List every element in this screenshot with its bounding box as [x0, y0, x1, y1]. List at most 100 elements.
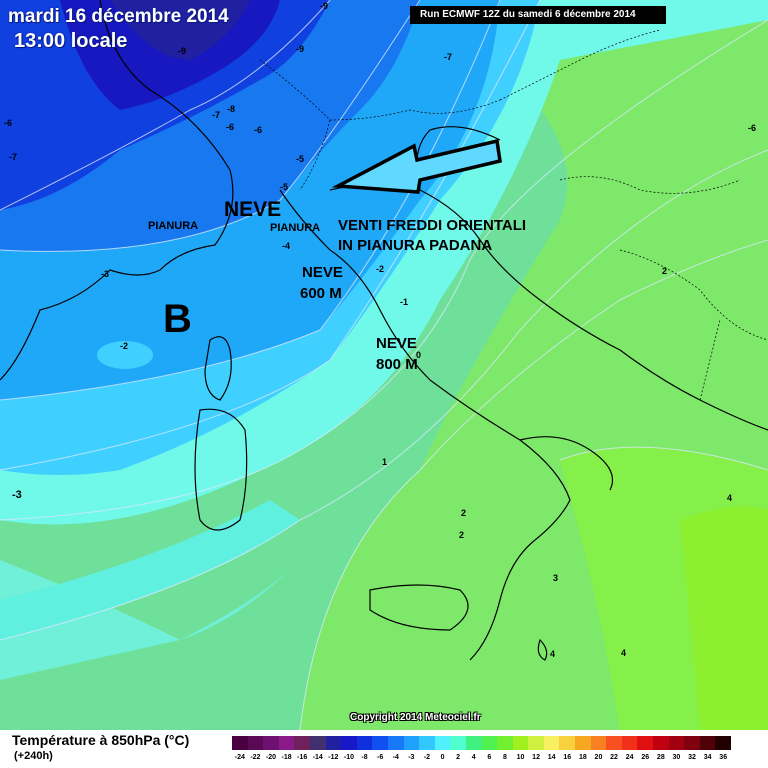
isotherm-label: -8	[227, 104, 235, 114]
wind-arrow	[331, 138, 502, 194]
scale-tick-label: 36	[719, 754, 728, 761]
color-swatch	[497, 736, 513, 750]
color-swatch	[278, 736, 295, 750]
scale-tick-label: -20	[265, 754, 277, 761]
scale-tick-label: 34	[703, 754, 712, 761]
scale-tick-label: 20	[594, 754, 603, 761]
isotherm-label: 1	[382, 457, 387, 467]
color-swatch	[325, 736, 342, 750]
color-swatch	[575, 736, 591, 750]
isotherm-label: -3	[101, 269, 109, 279]
color-swatch	[528, 736, 544, 750]
isotherm-label: -3	[12, 489, 22, 501]
annotation-neve-800: 800 M	[376, 356, 418, 373]
legend-title: Température à 850hPa (°C)	[12, 732, 190, 748]
low-pressure-marker: B	[163, 297, 192, 341]
annotation-neve-600: 600 M	[300, 285, 342, 302]
scale-tick-label: 26	[641, 754, 650, 761]
color-scale-ticks: -24 -22 -20 -18 -16 -14 -12 -10 -8 -6 -4 -3 -2 0 2 4 6 8 1…	[232, 754, 731, 761]
scale-tick-label: 24	[625, 754, 634, 761]
model-run-label: Run ECMWF 12Z du samedi 6 décembre 2014	[410, 6, 666, 24]
color-swatch	[606, 736, 622, 750]
color-swatch	[450, 736, 466, 750]
color-swatch	[372, 736, 388, 750]
scale-tick-label: 0	[440, 754, 445, 761]
color-swatch	[356, 736, 373, 750]
scale-tick-label: 30	[672, 754, 681, 761]
isotherm-label: -2	[376, 264, 384, 274]
scale-tick-label: 8	[502, 754, 507, 761]
color-swatch	[294, 736, 310, 750]
scale-tick-label: -4	[392, 754, 399, 761]
annotation-neve-600: NEVE	[302, 264, 343, 281]
isotherm-label: -7	[212, 110, 220, 120]
isotherm-label: -1	[400, 297, 408, 307]
color-swatch	[247, 736, 264, 750]
isotherm-label: -2	[120, 341, 128, 351]
legend-footer: Température à 850hPa (°C) (+240h) -24 -22…	[0, 730, 768, 768]
scale-tick-label: -12	[328, 754, 339, 761]
scale-tick-label: -16	[297, 754, 308, 761]
isotherm-label: -5	[280, 182, 288, 192]
color-swatch	[403, 736, 420, 750]
isotherm-label: -6	[4, 118, 12, 128]
color-swatch	[684, 736, 700, 750]
scale-tick-label: 12	[532, 754, 540, 761]
color-swatch	[559, 736, 576, 750]
scale-tick-label: 10	[516, 754, 525, 761]
scale-tick-label: 32	[688, 754, 696, 761]
isotherm-label: -9	[320, 1, 328, 11]
temperature-map: -9 -9 -7 -8 -9 -7 -6 -7 -6 -6 -5 -5 -4 -…	[0, 0, 768, 730]
scale-tick-label: 22	[610, 754, 618, 761]
isotherm-label: 3	[553, 573, 558, 583]
color-swatch	[637, 736, 654, 750]
scale-tick-label: 2	[456, 754, 461, 761]
copyright: Copyright 2014 Meteociel.fr	[350, 712, 481, 723]
color-swatch	[309, 736, 326, 750]
color-swatch	[232, 736, 248, 750]
scale-tick-label: -3	[408, 754, 415, 761]
isotherm-label: -9	[178, 46, 186, 56]
scale-tick-label: -8	[361, 754, 368, 761]
color-swatch	[387, 736, 404, 750]
isotherm-label: -7	[9, 152, 17, 162]
color-swatch	[668, 736, 685, 750]
isotherm-label: 4	[727, 493, 732, 503]
annotation-neve-800: NEVE	[376, 335, 417, 352]
scale-tick-label: -14	[312, 754, 323, 761]
isotherm-label: 2	[459, 530, 464, 540]
color-swatch	[653, 736, 669, 750]
annotation-pianura: PIANURA	[148, 220, 198, 232]
scale-tick-label: 18	[578, 754, 587, 761]
color-swatch	[481, 736, 498, 750]
isotherm-label: -6	[748, 123, 756, 133]
scale-tick-label: 14	[547, 754, 556, 761]
forecast-date: mardi 16 décembre 2014	[8, 6, 229, 27]
isotherm-label: -5	[296, 154, 304, 164]
color-swatch	[419, 736, 435, 750]
scale-tick-label: -24	[234, 754, 245, 761]
annotation-pianura: PIANURA	[270, 222, 320, 234]
isotherm-label: 4	[621, 648, 626, 658]
scale-tick-label: -6	[377, 754, 384, 761]
color-swatch	[543, 736, 560, 750]
color-swatch	[715, 736, 731, 750]
scale-tick-label: 4	[471, 754, 476, 761]
scale-tick-label: -2	[423, 754, 431, 761]
color-swatch	[434, 736, 451, 750]
annotation-neve: NEVE	[224, 198, 281, 221]
isotherm-label: -6	[226, 122, 234, 132]
color-swatch	[341, 736, 357, 750]
color-scale	[232, 736, 731, 750]
scale-tick-label: 28	[656, 754, 665, 761]
isotherm-label: -9	[296, 44, 304, 54]
forecast-time: 13:00 locale	[14, 30, 128, 52]
scale-tick-label: -10	[343, 754, 355, 761]
color-swatch	[465, 736, 482, 750]
scale-tick-label: -18	[281, 754, 292, 761]
annotation-venti: IN PIANURA PADANA	[338, 237, 492, 254]
isotherm-label: -4	[282, 241, 290, 251]
scale-tick-label: 16	[563, 754, 572, 761]
isotherm-label: 4	[550, 649, 555, 659]
color-swatch	[621, 736, 638, 750]
